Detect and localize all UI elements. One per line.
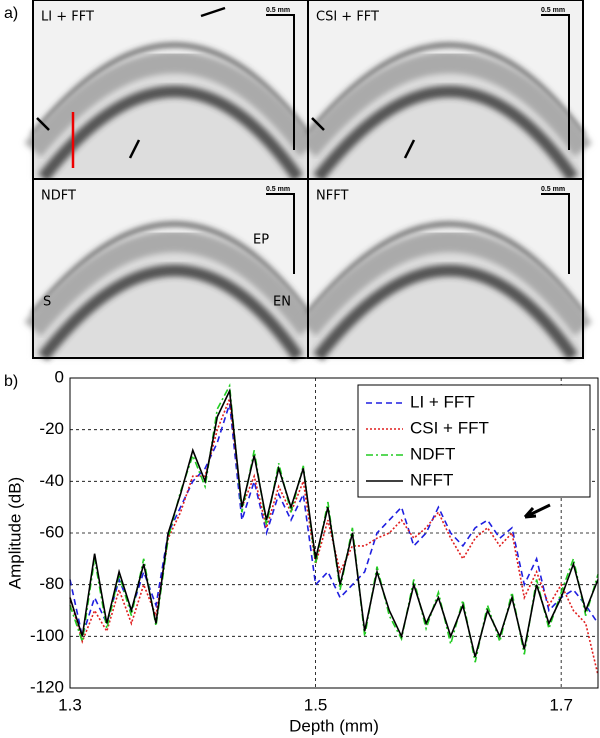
cornea-endothelium [38,85,303,182]
legend-label: NDFT [410,444,455,463]
image-title: NDFT [41,189,76,204]
image-border [307,178,584,359]
oct-image: NFFT 0.5 mm [299,178,592,361]
cornea-epithelium [31,43,310,137]
annotation: EP [253,233,269,248]
scale-label: 0.5 mm [541,7,565,14]
y-tick-label: -20 [39,419,64,438]
cornea-endothelium [313,85,578,182]
y-tick-label: -60 [39,522,64,541]
y-tick-label: -100 [30,626,64,645]
cornea-stroma [299,230,592,337]
y-tick-label: -40 [39,471,64,490]
series-line [69,403,599,640]
arrow [36,117,50,131]
cornea-epithelium [306,43,585,137]
scale-bar [266,14,295,150]
image-title: CSI + FFT [316,10,379,25]
legend-label: CSI + FFT [410,418,489,437]
x-axis-label: Depth (mm) [289,716,379,735]
oct-image: LI + FFT 0.5 mm [24,0,317,182]
arrow [200,6,226,18]
y-axis-label: Amplitude (dB) [5,477,24,589]
annotation: EN [273,295,291,310]
scale-bar [541,193,570,274]
scale-bar [266,193,295,274]
image-title: NFFT [316,189,348,204]
cornea-stroma [299,51,592,158]
panel-label: a) [4,5,18,22]
x-tick-label: 1.7 [549,695,573,714]
arrow [523,503,551,519]
y-tick-label: -80 [39,574,64,593]
scale-label: 0.5 mm [266,7,290,14]
y-tick-label: -120 [30,677,64,696]
x-tick-label: 1.3 [58,695,82,714]
scale-bar [541,14,570,150]
plot-frame [69,377,599,689]
scale-label: 0.5 mm [541,186,565,193]
x-tick-label: 1.5 [304,695,328,714]
line-chart: b) -120 -100 -80 -60 -40 -20 0 1.3 1.5 1.7 Depth (m… [4,367,599,735]
oct-image: NDFT 0.5 mm [24,178,317,361]
series-line [69,387,599,658]
arrow [403,139,416,159]
cornea-endothelium [313,264,578,361]
legend-label: NFFT [410,470,453,489]
annotation: S [43,295,51,310]
scale-label: 0.5 mm [266,186,290,193]
cornea-endothelium [38,264,303,361]
panel-label: b) [4,373,18,390]
cornea-epithelium [31,222,310,316]
oct-image: CSI + FFT 0.5 mm [299,0,592,182]
arrow [311,117,325,131]
cornea-epithelium [306,222,585,316]
image-title: LI + FFT [41,10,94,25]
cornea-stroma [24,51,317,158]
arrow [128,139,141,159]
cornea-stroma [24,230,317,337]
legend-label: LI + FFT [410,392,475,411]
y-tick-label: 0 [55,367,64,386]
